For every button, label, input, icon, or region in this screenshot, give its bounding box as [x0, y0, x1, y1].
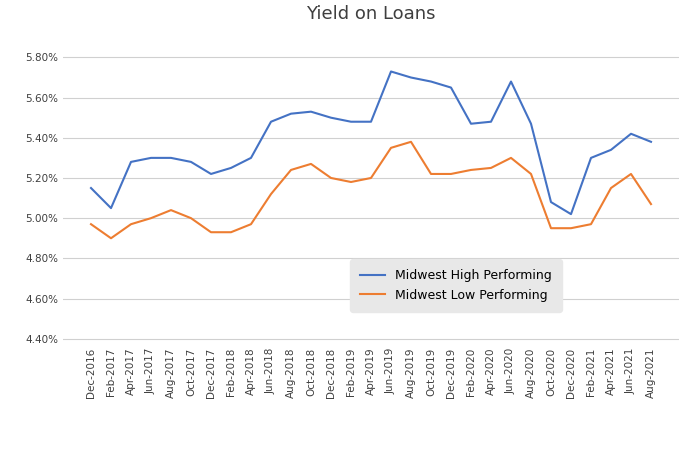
- Midwest Low Performing: [407, 139, 415, 145]
- Midwest High Performing: [607, 147, 615, 153]
- Midwest Low Performing: [147, 215, 155, 221]
- Midwest High Performing: [107, 205, 116, 211]
- Midwest Low Performing: [447, 171, 455, 177]
- Midwest High Performing: [447, 85, 455, 90]
- Midwest Low Performing: [287, 167, 295, 173]
- Midwest Low Performing: [626, 171, 635, 177]
- Midwest Low Performing: [346, 179, 355, 185]
- Midwest High Performing: [307, 109, 315, 115]
- Legend: Midwest High Performing, Midwest Low Performing: Midwest High Performing, Midwest Low Per…: [350, 259, 562, 312]
- Midwest Low Performing: [206, 229, 215, 235]
- Midwest High Performing: [147, 155, 155, 161]
- Midwest Low Performing: [467, 167, 475, 173]
- Midwest Low Performing: [127, 221, 135, 227]
- Midwest Low Performing: [607, 185, 615, 191]
- Midwest High Performing: [227, 165, 235, 171]
- Midwest High Performing: [547, 199, 555, 205]
- Line: Midwest Low Performing: Midwest Low Performing: [91, 142, 651, 238]
- Midwest High Performing: [367, 119, 375, 125]
- Midwest Low Performing: [587, 221, 595, 227]
- Midwest High Performing: [387, 69, 395, 74]
- Midwest Low Performing: [307, 161, 315, 167]
- Midwest High Performing: [647, 139, 655, 145]
- Midwest Low Performing: [507, 155, 515, 161]
- Midwest High Performing: [267, 119, 275, 125]
- Midwest High Performing: [327, 115, 335, 120]
- Midwest Low Performing: [167, 207, 175, 213]
- Midwest Low Performing: [367, 175, 375, 181]
- Title: Yield on Loans: Yield on Loans: [307, 5, 435, 23]
- Midwest Low Performing: [247, 221, 256, 227]
- Midwest High Performing: [247, 155, 256, 161]
- Midwest High Performing: [567, 211, 575, 217]
- Midwest Low Performing: [486, 165, 495, 171]
- Midwest Low Performing: [267, 191, 275, 197]
- Midwest High Performing: [626, 131, 635, 137]
- Midwest Low Performing: [387, 145, 395, 151]
- Midwest High Performing: [167, 155, 175, 161]
- Midwest Low Performing: [107, 236, 116, 241]
- Midwest High Performing: [427, 79, 435, 84]
- Midwest High Performing: [527, 121, 536, 127]
- Midwest High Performing: [407, 75, 415, 80]
- Midwest High Performing: [346, 119, 355, 125]
- Midwest Low Performing: [87, 221, 95, 227]
- Midwest Low Performing: [647, 201, 655, 207]
- Midwest High Performing: [127, 159, 135, 165]
- Midwest High Performing: [507, 79, 515, 84]
- Midwest High Performing: [467, 121, 475, 127]
- Midwest Low Performing: [547, 225, 555, 231]
- Midwest High Performing: [287, 111, 295, 117]
- Midwest High Performing: [187, 159, 195, 165]
- Midwest Low Performing: [327, 175, 335, 181]
- Midwest High Performing: [206, 171, 215, 177]
- Midwest High Performing: [87, 185, 95, 191]
- Midwest High Performing: [486, 119, 495, 125]
- Midwest Low Performing: [187, 215, 195, 221]
- Midwest Low Performing: [527, 171, 536, 177]
- Line: Midwest High Performing: Midwest High Performing: [91, 71, 651, 214]
- Midwest Low Performing: [427, 171, 435, 177]
- Midwest High Performing: [587, 155, 595, 161]
- Midwest Low Performing: [227, 229, 235, 235]
- Midwest Low Performing: [567, 225, 575, 231]
